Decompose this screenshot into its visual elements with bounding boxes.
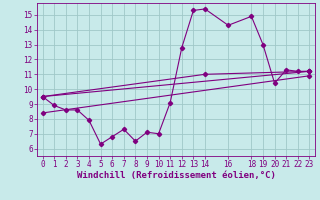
X-axis label: Windchill (Refroidissement éolien,°C): Windchill (Refroidissement éolien,°C) xyxy=(76,171,276,180)
